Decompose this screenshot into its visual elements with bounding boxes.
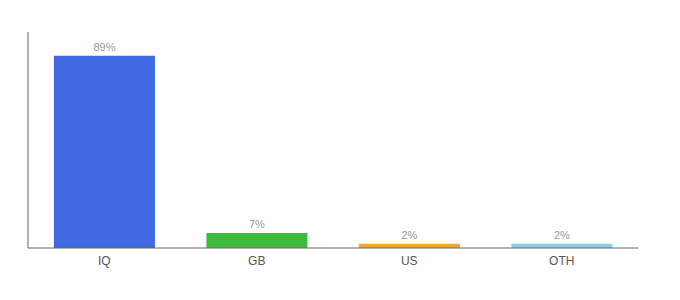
svg-text:OTH: OTH	[549, 254, 574, 268]
svg-text:2%: 2%	[554, 229, 570, 241]
svg-text:89%: 89%	[93, 41, 115, 53]
svg-text:7%: 7%	[249, 218, 265, 230]
svg-text:GB: GB	[248, 254, 265, 268]
svg-text:IQ: IQ	[98, 254, 111, 268]
svg-text:US: US	[401, 254, 418, 268]
svg-text:2%: 2%	[401, 229, 417, 241]
